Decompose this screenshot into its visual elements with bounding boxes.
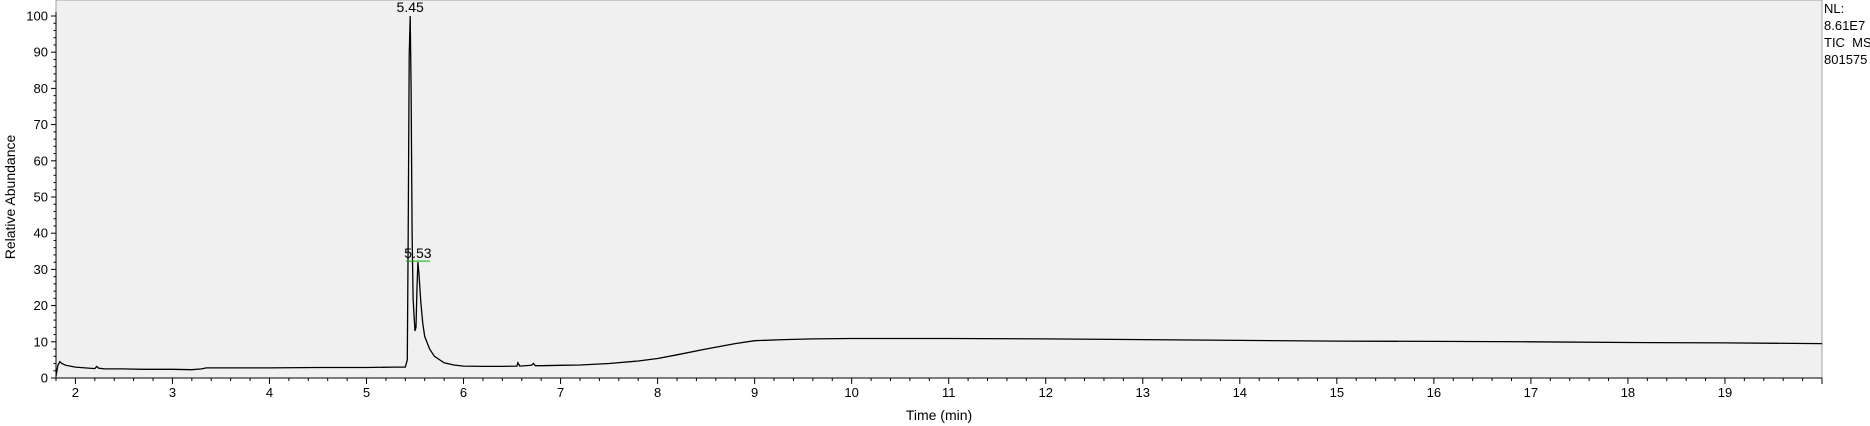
x-tick-label: 15 bbox=[1330, 385, 1344, 400]
x-axis: 2 3 4 5 6 7 8 9 10 11 12 13 14 15 16 17 18 19 bbox=[55, 377, 1823, 400]
y-tick-label: 0 bbox=[41, 371, 48, 386]
x-tick-label: 2 bbox=[72, 385, 79, 400]
x-tick-label: 5 bbox=[363, 385, 370, 400]
y-axis-title: Relative Abundance bbox=[2, 135, 18, 260]
y-tick-label: 30 bbox=[34, 262, 48, 277]
x-tick-label: 6 bbox=[460, 385, 467, 400]
x-tick-label: 10 bbox=[844, 385, 858, 400]
y-tick-label: 60 bbox=[34, 153, 48, 168]
scan-filter: TIC MS bbox=[1824, 35, 1870, 50]
x-axis-title: Time (min) bbox=[906, 407, 972, 423]
y-tick-label: 80 bbox=[34, 81, 48, 96]
y-tick-label: 100 bbox=[26, 9, 48, 24]
tic-trace-line bbox=[55, 15, 1823, 377]
x-tick-label: 14 bbox=[1233, 385, 1247, 400]
y-tick-label: 40 bbox=[34, 226, 48, 241]
x-tick-label: 7 bbox=[557, 385, 564, 400]
x-tick-label: 12 bbox=[1039, 385, 1053, 400]
peak-label: 5.45 bbox=[397, 0, 424, 15]
y-tick-label: 20 bbox=[34, 298, 48, 313]
y-tick-label: 90 bbox=[34, 45, 48, 60]
x-tick-label: 18 bbox=[1621, 385, 1635, 400]
nl-label: NL: bbox=[1824, 1, 1845, 16]
y-axis: 0 10 20 30 40 50 60 70 80 90 100 bbox=[26, 9, 57, 386]
normalization-info: NL: 8.61E7 TIC MS 801575 bbox=[1824, 0, 1870, 68]
file-id: 801575 bbox=[1824, 52, 1868, 67]
x-tick-label: 13 bbox=[1136, 385, 1150, 400]
x-tick-label: 9 bbox=[751, 385, 758, 400]
peak-label: 5.53 bbox=[404, 245, 431, 261]
y-tick-label: 70 bbox=[34, 117, 48, 132]
x-tick-label: 19 bbox=[1718, 385, 1732, 400]
x-tick-label: 3 bbox=[169, 385, 176, 400]
x-tick-label: 17 bbox=[1524, 385, 1538, 400]
plot-area bbox=[55, 0, 1823, 379]
y-tick-label: 50 bbox=[34, 190, 48, 205]
nl-value: 8.61E7 bbox=[1824, 18, 1866, 33]
x-tick-label: 11 bbox=[942, 385, 956, 400]
x-tick-label: 4 bbox=[266, 385, 273, 400]
x-tick-label: 8 bbox=[654, 385, 661, 400]
x-tick-label: 16 bbox=[1427, 385, 1441, 400]
peak-labels: 5.45 5.53 bbox=[397, 0, 432, 262]
y-tick-label: 10 bbox=[34, 334, 48, 349]
